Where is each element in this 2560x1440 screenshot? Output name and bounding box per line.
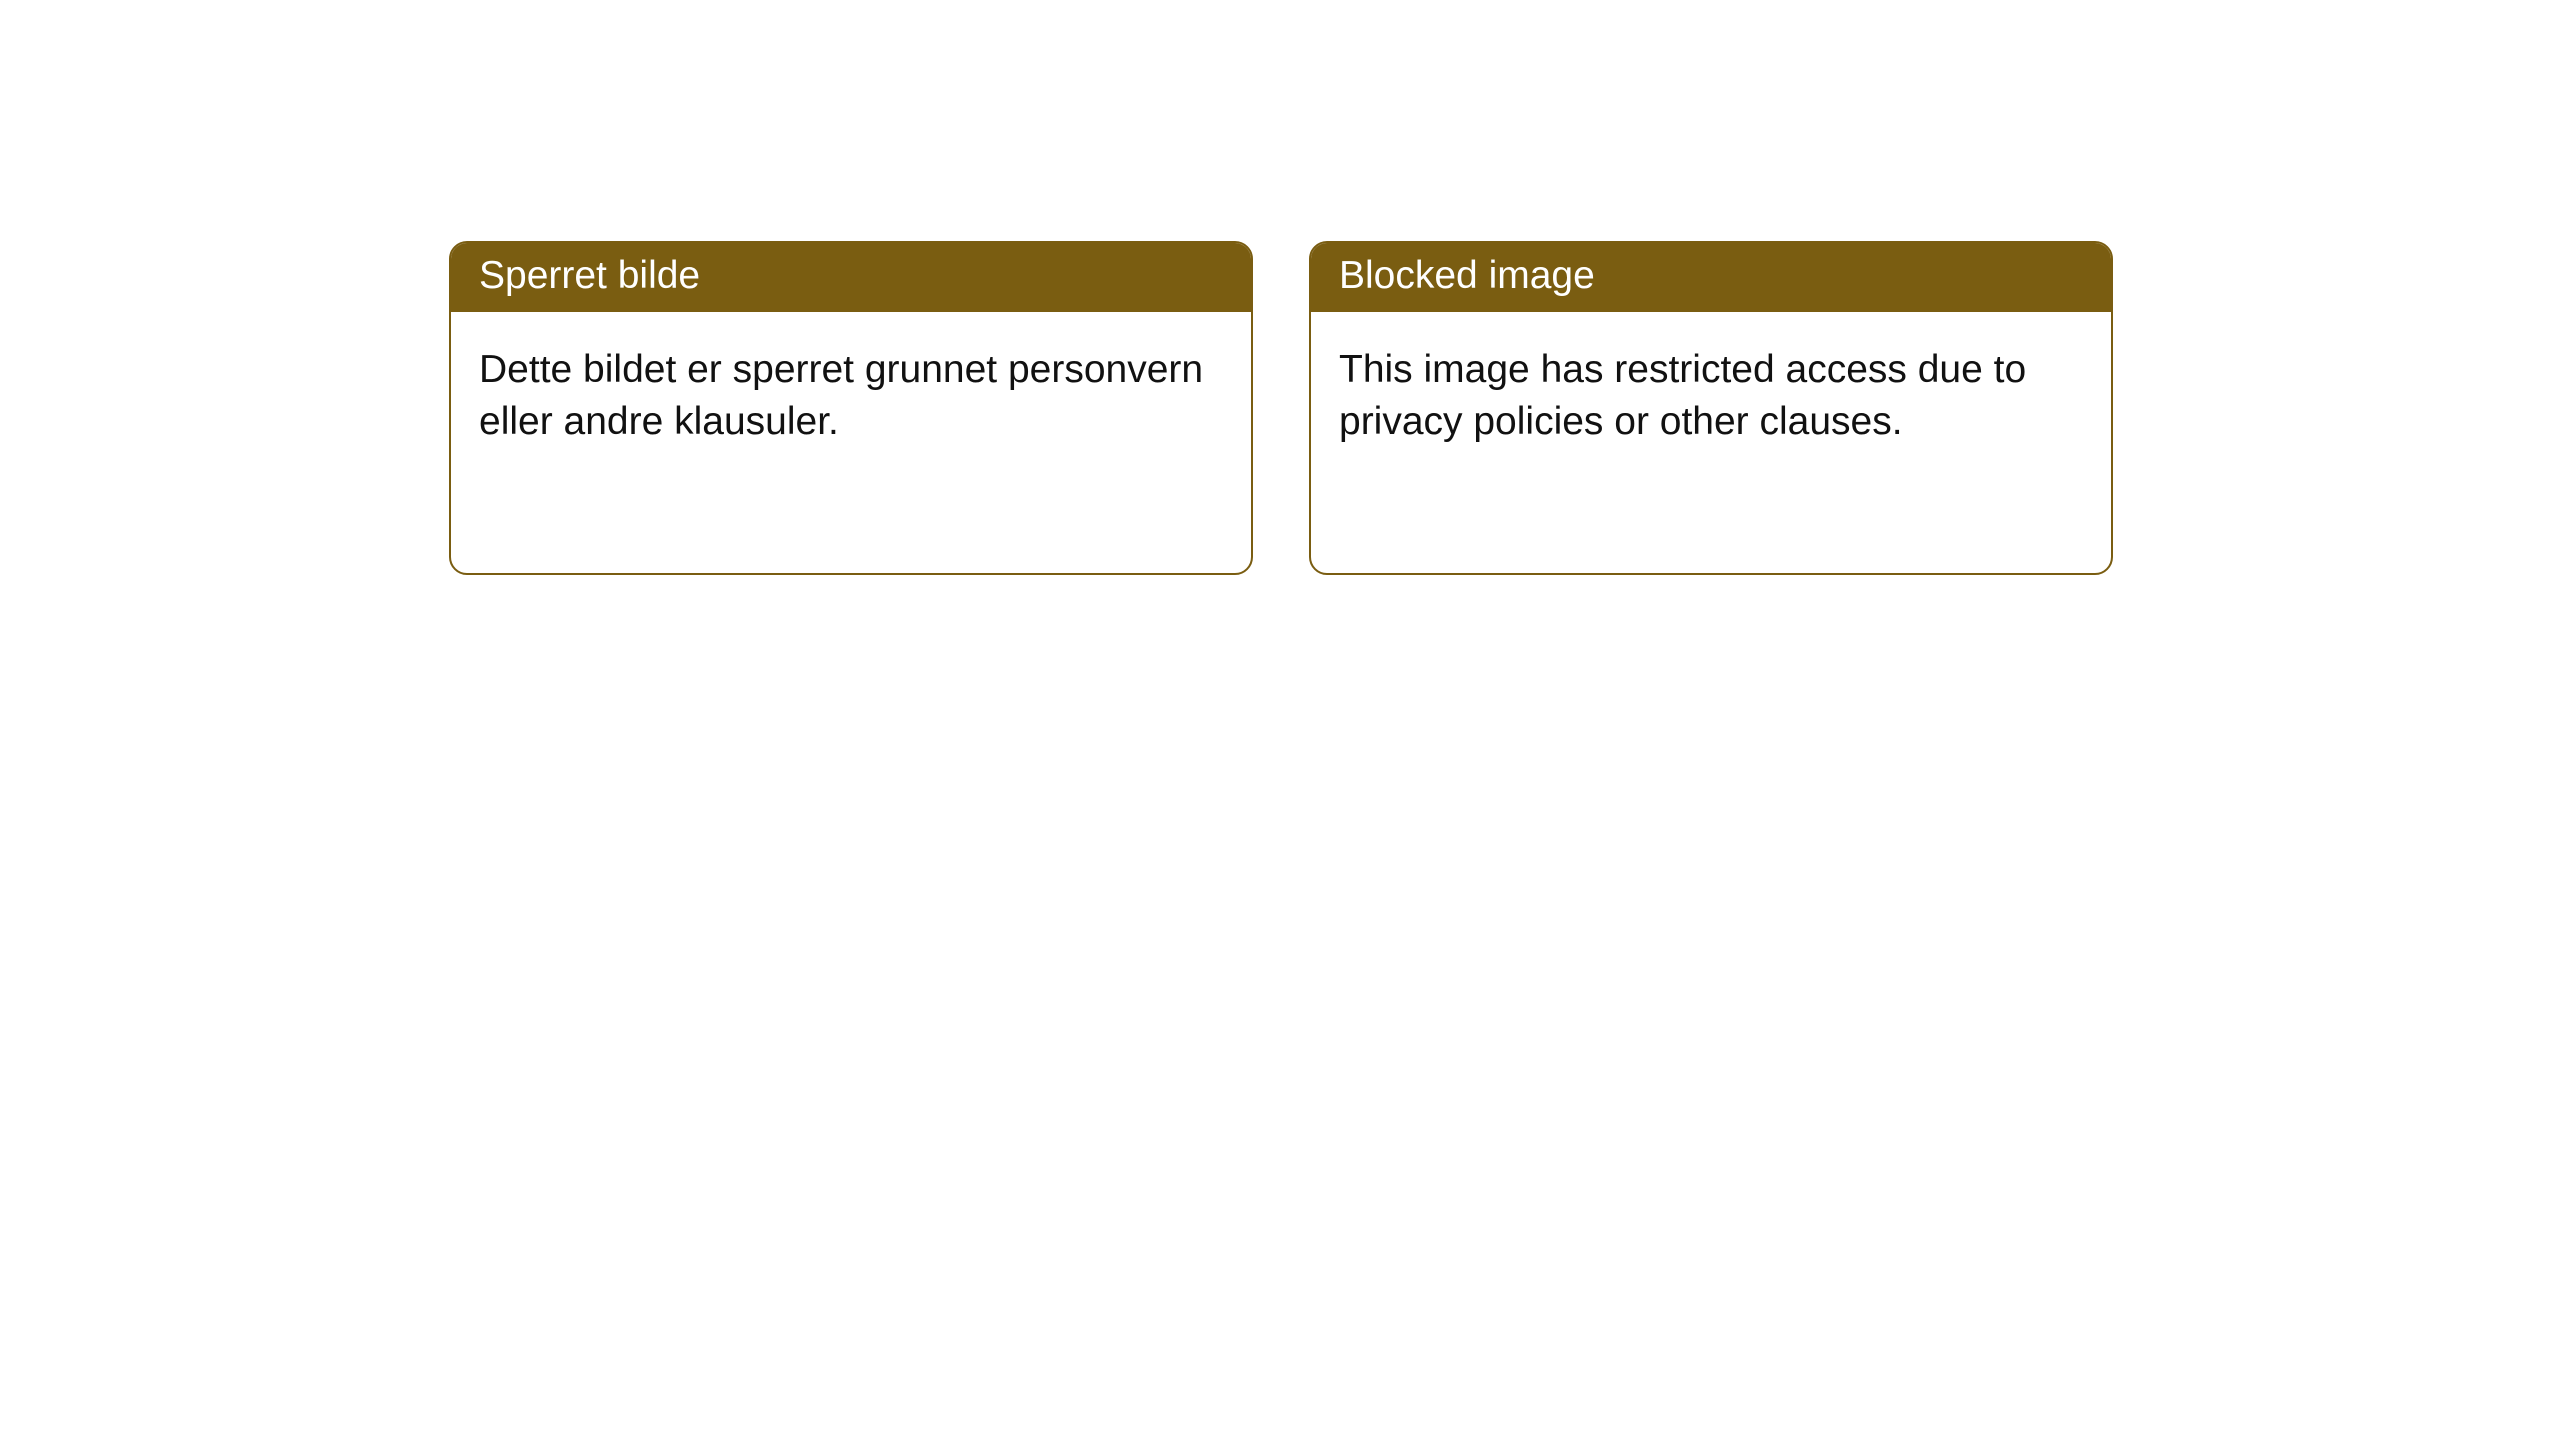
notice-cards-container: Sperret bilde Dette bildet er sperret gr… [0,0,2560,575]
notice-card-norwegian: Sperret bilde Dette bildet er sperret gr… [449,241,1253,575]
notice-card-english: Blocked image This image has restricted … [1309,241,2113,575]
notice-card-body: Dette bildet er sperret grunnet personve… [451,312,1251,477]
notice-card-title: Sperret bilde [451,243,1251,312]
notice-card-title: Blocked image [1311,243,2111,312]
notice-card-body: This image has restricted access due to … [1311,312,2111,477]
